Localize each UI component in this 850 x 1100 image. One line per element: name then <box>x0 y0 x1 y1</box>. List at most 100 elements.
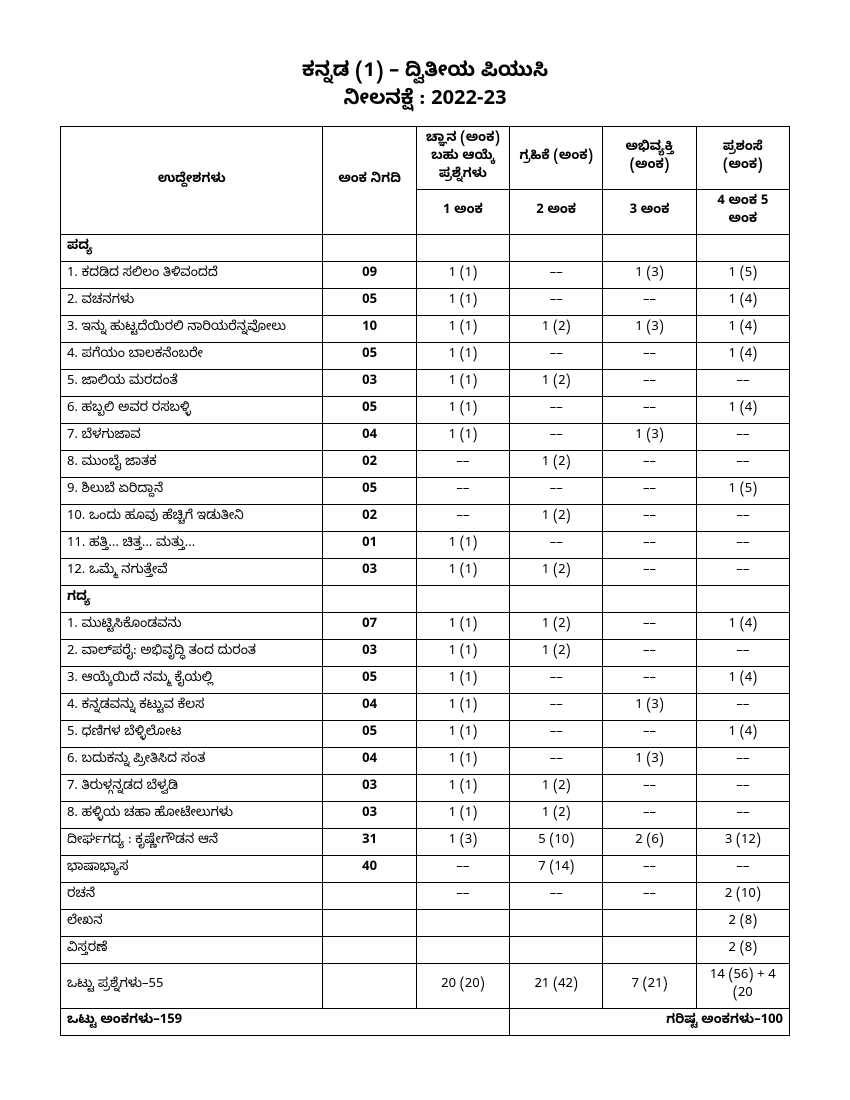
table-row: 12. ಒಮ್ಮೆ ನಗುತ್ತೇವೆ031 (1)1 (2)–––– <box>61 559 790 586</box>
cell: –– <box>603 343 696 370</box>
cell: 1 (1) <box>416 640 509 667</box>
cell: 1 (3) <box>603 424 696 451</box>
blueprint-table: ಉದ್ದೇಶಗಳು ಅಂಕ ನಿಗದಿ ಚ್ಞಾನ (ಅಂಕ) ಬಹು ಆಯ್ಕ… <box>60 126 790 1036</box>
cell <box>603 910 696 937</box>
sub-2: 2 ಅಂಕ <box>510 190 603 235</box>
cell: 1 (1) <box>416 397 509 424</box>
table-row: 6. ಹಬ್ಬಲಿ ಅವರ ರಸಬಳ್ಳಿ051 (1)––––1 (4) <box>61 397 790 424</box>
cell: 4. ಪಗೆಯಂ ಬಾಲಕನೆಂಬರೇ <box>61 343 323 370</box>
cell: 1 (5) <box>696 262 789 289</box>
cell: 1 (5) <box>696 478 789 505</box>
cell <box>323 937 416 964</box>
hdr-expression: ಅಭಿವ್ಯಕ್ತಿ (ಅಂಕ) <box>603 127 696 190</box>
cell: –– <box>696 640 789 667</box>
cell: 04 <box>323 694 416 721</box>
cell: 7 (14) <box>510 856 603 883</box>
table-row: 9. ಶಿಲುಬೆ ಏರಿದ್ದಾನೆ05––––––1 (5) <box>61 478 790 505</box>
hdr-appreciation: ಪ್ರಶಂಸೆ (ಅಂಕ) <box>696 127 789 190</box>
cell: 1 (4) <box>696 721 789 748</box>
cell: –– <box>510 397 603 424</box>
header-row-1: ಉದ್ದೇಶಗಳು ಅಂಕ ನಿಗದಿ ಚ್ಞಾನ (ಅಂಕ) ಬಹು ಆಯ್ಕ… <box>61 127 790 190</box>
cell <box>323 910 416 937</box>
cell: 5. ಧಣಿಗಳ ಬೆಳ್ಳಿಲೋಟ <box>61 721 323 748</box>
cell <box>323 964 416 1009</box>
cell: 1 (4) <box>696 343 789 370</box>
table-row: ಭಾಷಾಭ್ಯಾಸ40––7 (14)–––– <box>61 856 790 883</box>
table-row: 1. ಕದಡಿದ ಸಲಿಲಂ ತಿಳಿವಂದದೆ091 (1)––1 (3)1 … <box>61 262 790 289</box>
cell: ರಚನೆ <box>61 883 323 910</box>
cell: 1 (1) <box>416 694 509 721</box>
cell: 1 (2) <box>510 370 603 397</box>
cell: 09 <box>323 262 416 289</box>
table-row: ರಚನೆ––––––2 (10) <box>61 883 790 910</box>
cell: –– <box>510 694 603 721</box>
sub-45: 4 ಅಂಕ 5 ಅಂಕ <box>696 190 789 235</box>
cell: 2 (8) <box>696 937 789 964</box>
cell <box>510 586 603 613</box>
cell: –– <box>416 478 509 505</box>
cell: –– <box>696 775 789 802</box>
cell: 40 <box>323 856 416 883</box>
table-row: 10. ಒಂದು ಹೂವು ಹೆಚ್ಚಿಗೆ ಇಡುತೀನಿ02––1 (2)–… <box>61 505 790 532</box>
cell: –– <box>696 856 789 883</box>
cell: –– <box>603 640 696 667</box>
table-row: 4. ಪಗೆಯಂ ಬಾಲಕನೆಂಬರೇ051 (1)––––1 (4) <box>61 343 790 370</box>
hdr-marks: ಅಂಕ ನಿಗದಿ <box>323 127 416 235</box>
cell <box>696 235 789 262</box>
cell: 7. ತಿರುಳ್ಗನ್ನಡದ ಬೆಳ್ವಡಿ <box>61 775 323 802</box>
table-row: ದೀರ್ಘಗದ್ಯ : ಕೃಷ್ಣೇಗೌಡನ ಆನೆ311 (3)5 (10)2… <box>61 829 790 856</box>
cell <box>510 235 603 262</box>
cell: 1 (2) <box>510 559 603 586</box>
cell: –– <box>603 559 696 586</box>
cell: 04 <box>323 748 416 775</box>
cell: ಒಟ್ಟು ಪ್ರಶ್ನೆಗಳು–55 <box>61 964 323 1009</box>
cell: 3 (12) <box>696 829 789 856</box>
cell: 1 (4) <box>696 316 789 343</box>
cell: 1 (1) <box>416 316 509 343</box>
cell: 03 <box>323 559 416 586</box>
cell: 1 (2) <box>510 451 603 478</box>
cell: ಭಾಷಾಭ್ಯಾಸ <box>61 856 323 883</box>
cell: 1 (1) <box>416 775 509 802</box>
cell: 02 <box>323 505 416 532</box>
cell: 02 <box>323 451 416 478</box>
table-row: 11. ಹತ್ತಿ... ಚಿತ್ತ... ಮತ್ತು...011 (1)–––… <box>61 532 790 559</box>
cell: –– <box>416 505 509 532</box>
cell: ಲೇಖನ <box>61 910 323 937</box>
cell: 31 <box>323 829 416 856</box>
table-row: 2. ವಚನಗಳು051 (1)––––1 (4) <box>61 289 790 316</box>
table-row: ಒಟ್ಟು ಪ್ರಶ್ನೆಗಳು–5520 (20)21 (42)7 (21)1… <box>61 964 790 1009</box>
cell: 1 (1) <box>416 532 509 559</box>
cell: –– <box>510 748 603 775</box>
cell <box>323 586 416 613</box>
table-row: ವಿಸ್ತರಣೆ2 (8) <box>61 937 790 964</box>
footer-right: ಗರಿಷ್ಟ ಅಂಕಗಳು–100 <box>510 1009 790 1036</box>
cell: 1 (2) <box>510 613 603 640</box>
cell <box>323 235 416 262</box>
cell: 20 (20) <box>416 964 509 1009</box>
cell: 05 <box>323 343 416 370</box>
cell: ಪದ್ಯ <box>61 235 323 262</box>
cell: –– <box>696 505 789 532</box>
cell: 8. ಮುಂಬೈ ಜಾತಕ <box>61 451 323 478</box>
cell: 5 (10) <box>510 829 603 856</box>
cell: –– <box>416 451 509 478</box>
table-row: 3. ಆಯ್ಕೆಯಿದೆ ನಮ್ಮ ಕೈಯಲ್ಲಿ051 (1)––––1 (4… <box>61 667 790 694</box>
cell: –– <box>510 424 603 451</box>
cell: 6. ಬದುಕನ್ನು ಪ್ರೀತಿಸಿದ ಸಂತ <box>61 748 323 775</box>
cell: 3. ಇನ್ನು ಹುಟ್ಟದೆಯಿರಲಿ ನಾರಿಯರೆನ್ನವೋಲು <box>61 316 323 343</box>
table-row: ಲೇಖನ2 (8) <box>61 910 790 937</box>
cell: 1 (1) <box>416 343 509 370</box>
cell: –– <box>416 883 509 910</box>
cell <box>603 235 696 262</box>
cell: –– <box>603 505 696 532</box>
cell: ಗದ್ಯ <box>61 586 323 613</box>
cell: 1 (4) <box>696 397 789 424</box>
cell: –– <box>696 748 789 775</box>
cell: 05 <box>323 721 416 748</box>
cell: 1 (1) <box>416 721 509 748</box>
cell: 03 <box>323 775 416 802</box>
cell: 1 (3) <box>603 262 696 289</box>
cell: 04 <box>323 424 416 451</box>
cell: 1 (1) <box>416 613 509 640</box>
